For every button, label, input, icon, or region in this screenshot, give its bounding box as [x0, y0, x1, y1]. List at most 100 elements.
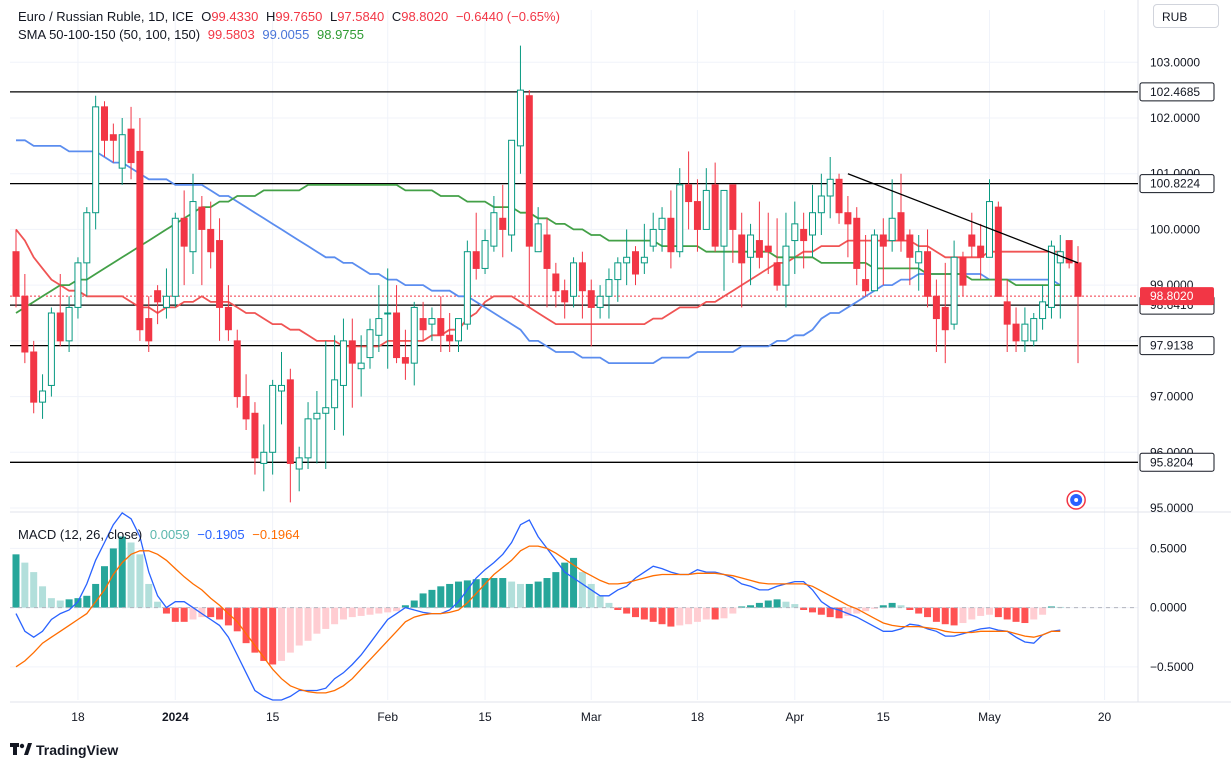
candle[interactable] — [118, 134, 126, 169]
candle[interactable] — [74, 262, 82, 308]
candle[interactable] — [1021, 323, 1029, 342]
candle[interactable] — [959, 256, 967, 286]
candle[interactable] — [145, 318, 153, 342]
candle[interactable] — [1065, 240, 1073, 264]
candle[interactable] — [136, 150, 144, 331]
candle[interactable] — [171, 217, 179, 297]
candle[interactable] — [233, 340, 241, 398]
candle[interactable] — [738, 234, 746, 264]
candle[interactable] — [30, 351, 38, 403]
candle[interactable] — [791, 223, 799, 242]
candle[interactable] — [1030, 318, 1038, 342]
candle[interactable] — [729, 184, 737, 230]
candle[interactable] — [1012, 323, 1020, 342]
candle[interactable] — [932, 295, 940, 320]
candle[interactable] — [968, 234, 976, 247]
candle[interactable] — [1047, 245, 1055, 308]
currency-button[interactable]: RUB — [1153, 4, 1219, 28]
candle[interactable] — [419, 318, 427, 331]
candle[interactable] — [401, 357, 409, 364]
candle[interactable] — [693, 201, 701, 230]
candle[interactable] — [384, 312, 392, 315]
candle[interactable] — [47, 312, 55, 386]
candle[interactable] — [92, 106, 100, 214]
candle[interactable] — [826, 178, 834, 197]
candle[interactable] — [897, 212, 905, 242]
candle[interactable] — [888, 217, 896, 242]
candle[interactable] — [906, 234, 914, 258]
tradingview-brand[interactable]: TradingView — [10, 742, 118, 758]
candle[interactable] — [65, 306, 73, 342]
candle[interactable] — [1039, 301, 1047, 320]
candle[interactable] — [207, 228, 215, 253]
candle[interactable] — [658, 217, 666, 230]
candle[interactable] — [809, 212, 816, 236]
candle[interactable] — [941, 306, 949, 331]
candle[interactable] — [596, 295, 604, 308]
candle[interactable] — [224, 306, 232, 331]
candle[interactable] — [375, 318, 383, 336]
candle[interactable] — [472, 251, 480, 269]
candle[interactable] — [499, 217, 507, 230]
candle[interactable] — [446, 334, 454, 342]
candle[interactable] — [393, 312, 401, 359]
candle[interactable] — [649, 228, 657, 247]
candle[interactable] — [534, 223, 542, 253]
candle[interactable] — [552, 273, 560, 292]
candle[interactable] — [862, 279, 870, 292]
candle[interactable] — [543, 234, 551, 269]
candle[interactable] — [508, 139, 516, 236]
candle[interactable] — [339, 340, 347, 386]
candle[interactable] — [711, 184, 719, 247]
candle[interactable] — [994, 206, 1002, 297]
candle[interactable] — [525, 95, 533, 247]
candle[interactable] — [702, 189, 710, 230]
candle[interactable] — [348, 340, 356, 364]
candle[interactable] — [437, 318, 445, 336]
candle[interactable] — [410, 306, 418, 364]
candle[interactable] — [127, 128, 135, 164]
candle[interactable] — [481, 240, 489, 269]
candle[interactable] — [242, 396, 250, 420]
candle[interactable] — [561, 290, 569, 303]
candle[interactable] — [676, 184, 684, 253]
candle[interactable] — [640, 256, 648, 264]
candle[interactable] — [39, 390, 47, 403]
candle[interactable] — [977, 245, 985, 258]
candle[interactable] — [578, 262, 586, 292]
candle[interactable] — [1003, 301, 1011, 325]
candle[interactable] — [685, 184, 693, 203]
candle[interactable] — [870, 234, 878, 292]
trendline[interactable] — [847, 173, 1079, 264]
candle[interactable] — [623, 256, 631, 264]
candle[interactable] — [295, 457, 303, 470]
candle[interactable] — [189, 201, 197, 253]
candle[interactable] — [463, 251, 471, 325]
candle[interactable] — [21, 295, 29, 353]
candle[interactable] — [587, 290, 595, 308]
candle[interactable] — [782, 245, 790, 286]
candle[interactable] — [605, 279, 613, 297]
candle[interactable] — [109, 134, 117, 141]
candle[interactable] — [154, 290, 162, 303]
candle[interactable] — [764, 245, 772, 253]
candle[interactable] — [755, 240, 763, 258]
candle[interactable] — [313, 412, 321, 420]
candle[interactable] — [773, 262, 781, 286]
candle[interactable] — [428, 318, 436, 325]
candle[interactable] — [56, 312, 64, 342]
candle[interactable] — [614, 262, 622, 281]
candle[interactable] — [366, 329, 374, 359]
candle[interactable] — [12, 251, 20, 297]
candle[interactable] — [835, 178, 843, 214]
candle[interactable] — [286, 379, 294, 464]
candle[interactable] — [162, 295, 170, 308]
candle[interactable] — [216, 240, 224, 308]
candle[interactable] — [331, 379, 339, 409]
candle[interactable] — [747, 234, 755, 258]
candle[interactable] — [490, 212, 498, 247]
candle[interactable] — [800, 228, 808, 242]
candle[interactable] — [950, 256, 958, 325]
candle[interactable] — [322, 407, 330, 414]
candle[interactable] — [570, 262, 578, 297]
